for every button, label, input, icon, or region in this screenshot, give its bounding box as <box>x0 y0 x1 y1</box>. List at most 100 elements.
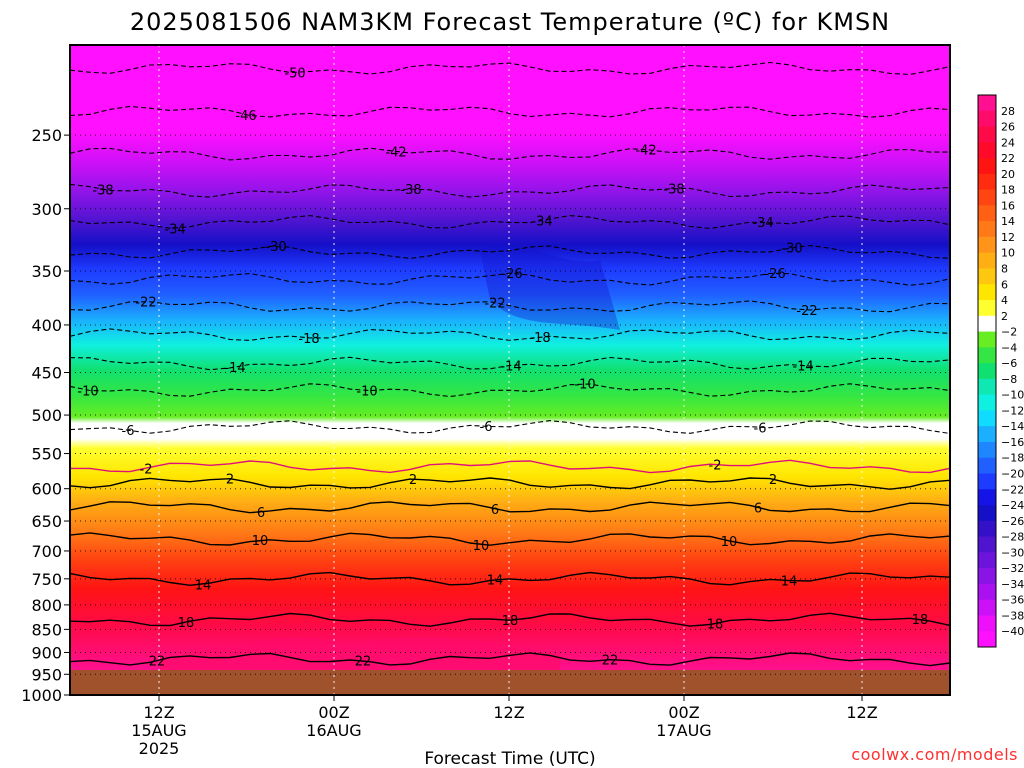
x-tick-label: 00Z <box>318 703 349 722</box>
contour-label: -10 <box>77 384 98 399</box>
contour-line <box>69 147 951 161</box>
colorbar-swatch <box>978 363 996 380</box>
contour-label: 18 <box>912 613 929 628</box>
contour-line <box>69 61 951 76</box>
colorbar-label: 6 <box>1001 278 1008 291</box>
colorbar: 28 26 24 22 20 18 16 14 12 10 8 6 4 2 −2 −4 −6 −8 −10 −12 −1… <box>977 94 1024 648</box>
contour-label: -38 <box>400 183 421 198</box>
contour-label: -22 <box>135 295 156 310</box>
contour-label: -46 <box>235 109 256 124</box>
colorbar-label: −34 <box>1001 578 1024 591</box>
colorbar-swatch <box>978 126 996 143</box>
y-tick-label: 550 <box>31 445 62 464</box>
contour-line <box>69 383 951 398</box>
colorbar-swatch <box>978 489 996 506</box>
contour-label: -22 <box>484 296 505 311</box>
contour-line <box>69 420 951 435</box>
contour-label: -6 <box>122 424 135 439</box>
contour-label: -26 <box>501 267 522 282</box>
y-tick-label: 400 <box>31 316 62 335</box>
contour-label: -6 <box>480 420 493 435</box>
colorbar-label: 10 <box>1001 247 1015 260</box>
colorbar-swatch <box>978 457 996 475</box>
contour-label: 6 <box>754 502 762 517</box>
colorbar-label: −8 <box>1001 373 1017 386</box>
colorbar-label: 24 <box>1001 136 1015 149</box>
colorbar-label: 16 <box>1001 199 1015 212</box>
colorbar-label: −28 <box>1001 531 1024 544</box>
contour-label: 10 <box>252 534 269 549</box>
x-tick-date: 15AUG <box>131 721 186 740</box>
colorbar-swatch <box>978 583 996 601</box>
colorbar-swatch <box>978 426 996 443</box>
watermark-link[interactable]: coolwx.com/models <box>851 745 1018 764</box>
contour-line <box>69 105 951 118</box>
contour-line <box>69 532 951 546</box>
contour-label: -30 <box>265 240 286 255</box>
colorbar-frame <box>977 94 997 648</box>
y-tick-label: 1000 <box>21 686 62 705</box>
colorbar-swatch <box>978 158 996 175</box>
y-tick-label: 500 <box>31 406 62 425</box>
contour-label: -34 <box>752 216 773 231</box>
contour-line <box>69 215 951 229</box>
colorbar-swatch <box>978 394 996 411</box>
contour-line <box>69 477 951 490</box>
contour-label: -10 <box>356 385 377 400</box>
colorbar-label: −2 <box>1001 326 1017 339</box>
colorbar-swatch <box>978 189 996 206</box>
warm-pocket <box>160 637 560 670</box>
contour-label: 14 <box>781 575 798 590</box>
contour-lines: -50-46-42 -42-38 -38 -38-34-34 -34-30 -30-26-… <box>69 61 951 670</box>
contour-label: -6 <box>754 422 767 437</box>
colorbar-label: −18 <box>1001 452 1024 465</box>
colorbar-swatch <box>978 221 996 238</box>
colorbar-label: −40 <box>1001 625 1024 638</box>
contour-label: -14 <box>224 361 245 376</box>
colorbar-label: 8 <box>1001 262 1008 275</box>
colorbar-swatch <box>978 142 996 159</box>
colorbar-swatch <box>978 300 996 317</box>
contour-label: -34 <box>164 222 185 237</box>
colorbar-swatch <box>978 536 996 553</box>
contour-label: -42 <box>385 146 406 161</box>
colorbar-swatch <box>978 205 996 222</box>
y-tick-label: 750 <box>31 570 62 589</box>
contour-line <box>69 652 951 667</box>
colorbar-swatch <box>978 410 996 427</box>
colorbar-label: −24 <box>1001 499 1024 512</box>
contour-label: -42 <box>635 143 656 158</box>
colorbar-swatch <box>978 378 996 396</box>
contour-line <box>70 459 951 474</box>
colorbar-swatch <box>978 473 996 490</box>
y-tick-label: 900 <box>31 643 62 662</box>
colorbar-label: −36 <box>1001 594 1024 607</box>
colorbar-label: 18 <box>1001 184 1015 197</box>
colorbar-swatch <box>978 252 996 269</box>
contour-label: 10 <box>721 535 738 550</box>
colorbar-label: 2 <box>1001 310 1008 323</box>
contour-label: -18 <box>529 331 550 346</box>
y-tick-label: 350 <box>31 262 62 281</box>
colorbar-label: 4 <box>1001 294 1008 307</box>
x-tick-label: 12Z <box>846 703 877 722</box>
contour-label: -50 <box>284 67 305 82</box>
temperature-field <box>70 45 950 670</box>
colorbar-label: 26 <box>1001 121 1015 134</box>
colorbar-swatch <box>978 568 996 585</box>
colorbar-swatch <box>978 236 996 254</box>
contour-label: -2 <box>140 462 153 477</box>
colorbar-label: −16 <box>1001 436 1024 449</box>
contour-label: 22 <box>355 655 372 670</box>
colorbar-label: 22 <box>1001 152 1015 165</box>
colorbar-label: −38 <box>1001 609 1024 622</box>
colorbar-label: −22 <box>1001 483 1024 496</box>
x-tick-date: 16AUG <box>306 721 361 740</box>
y-tick-label: 650 <box>31 512 62 531</box>
colorbar-label: −14 <box>1001 420 1024 433</box>
colorbar-label: −6 <box>1001 357 1017 370</box>
contour-label: 22 <box>149 655 166 670</box>
contour-line <box>69 272 951 286</box>
